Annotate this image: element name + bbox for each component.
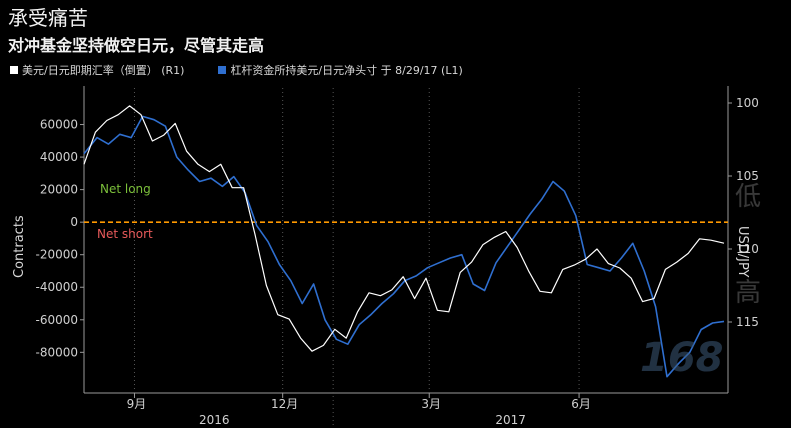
left-tick-label-2: 20000 xyxy=(40,183,78,197)
net-short-label: Net short xyxy=(97,227,153,241)
left-tick-label-6: -60000 xyxy=(35,313,78,327)
legend-label-usdjpy: 美元/日元即期汇率（倒置） (R1) xyxy=(22,64,185,77)
x-tick-label-3: 6月 xyxy=(571,397,591,411)
year-label-1: 2017 xyxy=(495,413,526,427)
left-tick-label-1: 40000 xyxy=(40,150,78,164)
right-tick-label-3: 115 xyxy=(736,315,759,329)
left-tick-label-5: -40000 xyxy=(35,280,78,294)
legend-swatch-usdjpy xyxy=(10,66,18,74)
legend-swatch-positions xyxy=(218,66,227,74)
legend-label-positions: 杠杆资金所持美元/日元净头寸 于 8/29/17 (L1) xyxy=(230,64,463,77)
series-line-positions xyxy=(83,115,725,378)
x-tick-label-2: 3月 xyxy=(421,397,441,411)
left-axis-title: Contracts xyxy=(12,215,27,278)
watermark-number: 168 xyxy=(640,335,724,381)
watermark-char-low: 低 xyxy=(735,182,762,212)
left-tick-label-7: -80000 xyxy=(35,345,78,359)
watermark-char-high: 高 xyxy=(735,278,762,308)
left-tick-label-4: -20000 xyxy=(35,248,78,262)
legend: 美元/日元即期汇率（倒置） (R1) 杠杆资金所持美元/日元净头寸 于 8/29… xyxy=(10,62,463,78)
x-tick-label-1: 12月 xyxy=(271,397,298,411)
left-tick-label-0: 60000 xyxy=(40,118,78,132)
left-tick-label-3: 0 xyxy=(70,215,78,229)
chart-subtitle: 对冲基金坚持做空日元，尽管其走高 xyxy=(8,36,265,55)
right-tick-label-2: 110 xyxy=(736,242,759,256)
year-label-0: 2016 xyxy=(199,413,230,427)
right-axis-title: USD/JPY xyxy=(735,226,750,278)
series-line-usdjpy xyxy=(83,105,725,352)
right-tick-label-0: 100 xyxy=(736,96,759,110)
x-tick-label-0: 9月 xyxy=(127,397,147,411)
net-long-label: Net long xyxy=(100,182,151,196)
right-tick-label-1: 105 xyxy=(736,169,759,183)
chart-title: 承受痛苦 xyxy=(8,6,88,30)
